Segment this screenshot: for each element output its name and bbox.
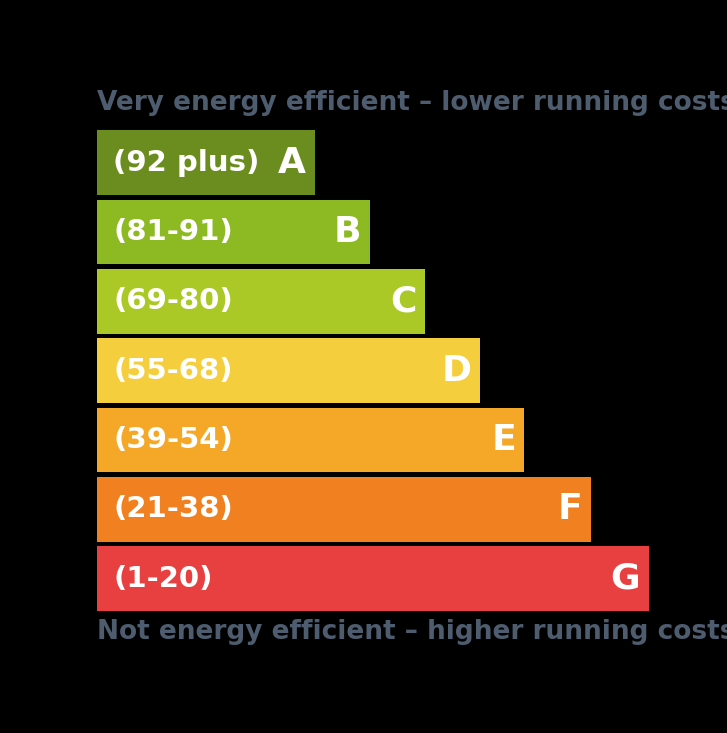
Text: G: G bbox=[611, 561, 640, 596]
Text: Not energy efficient – higher running costs: Not energy efficient – higher running co… bbox=[97, 619, 727, 645]
FancyBboxPatch shape bbox=[97, 546, 648, 611]
Text: (55-68): (55-68) bbox=[113, 357, 233, 385]
Text: D: D bbox=[442, 354, 472, 388]
Text: B: B bbox=[334, 215, 361, 249]
Text: A: A bbox=[278, 146, 306, 180]
Text: (69-80): (69-80) bbox=[113, 287, 233, 315]
FancyBboxPatch shape bbox=[97, 408, 524, 473]
Text: (81-91): (81-91) bbox=[113, 218, 233, 246]
Text: (21-38): (21-38) bbox=[113, 496, 233, 523]
Text: C: C bbox=[390, 284, 417, 318]
FancyBboxPatch shape bbox=[97, 199, 370, 265]
Text: (92 plus): (92 plus) bbox=[113, 149, 260, 177]
FancyBboxPatch shape bbox=[97, 477, 591, 542]
FancyBboxPatch shape bbox=[97, 269, 425, 334]
FancyBboxPatch shape bbox=[97, 339, 481, 403]
Text: (39-54): (39-54) bbox=[113, 426, 233, 454]
FancyBboxPatch shape bbox=[97, 130, 315, 195]
Text: (1-20): (1-20) bbox=[113, 564, 213, 593]
Text: Very energy efficient – lower running costs: Very energy efficient – lower running co… bbox=[97, 90, 727, 116]
Text: E: E bbox=[491, 423, 516, 457]
Text: F: F bbox=[558, 493, 582, 526]
